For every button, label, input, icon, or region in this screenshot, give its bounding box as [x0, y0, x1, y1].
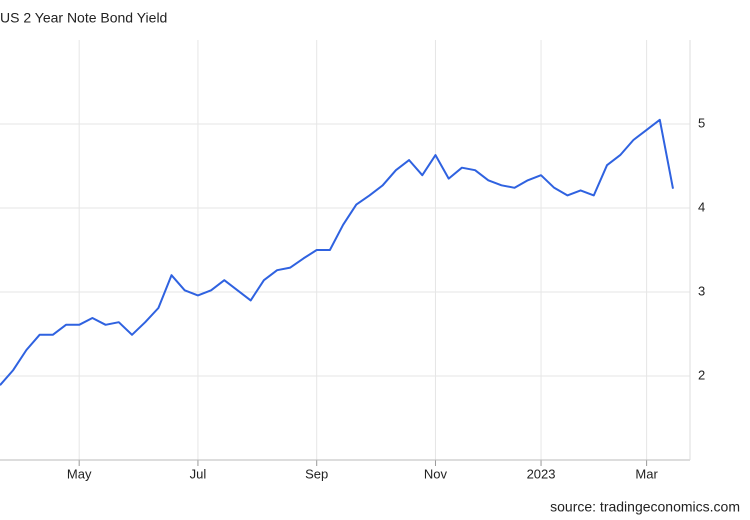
chart-title: US 2 Year Note Bond Yield — [0, 10, 167, 26]
source: source: tradingeconomics.com — [550, 499, 740, 515]
x-tick-label: 2023 — [527, 466, 556, 481]
y-tick-label: 5 — [698, 115, 705, 130]
y-tick-label: 3 — [698, 283, 705, 298]
x-tick-label: Nov — [424, 466, 448, 481]
x-tick-label: Jul — [190, 466, 207, 481]
x-tick-label: Mar — [635, 466, 658, 481]
x-tick-label: Sep — [305, 466, 328, 481]
y-tick-label: 4 — [698, 199, 705, 214]
line-series — [0, 118, 674, 386]
x-tick-label: May — [67, 466, 92, 481]
y-tick-label: 2 — [698, 367, 705, 382]
